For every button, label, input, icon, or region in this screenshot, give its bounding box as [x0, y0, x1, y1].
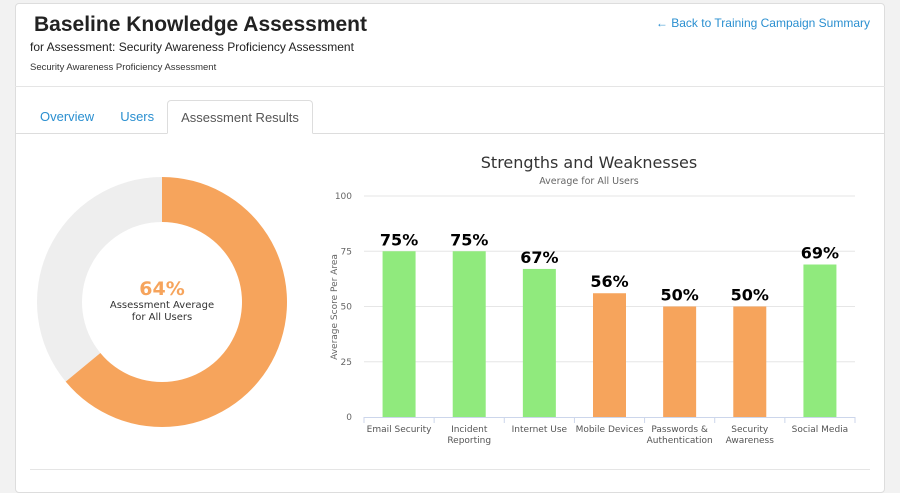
page-subtitle: for Assessment: Security Awareness Profi… [30, 40, 354, 54]
x-tick-label: Security [731, 425, 769, 435]
page-title: Baseline Knowledge Assessment [34, 13, 368, 36]
bar [663, 306, 697, 417]
divider [15, 86, 885, 87]
bar [733, 306, 767, 417]
bar-data-label: 50% [731, 286, 769, 305]
bar [803, 264, 837, 417]
x-tick-label: Reporting [447, 436, 491, 446]
y-tick-label: 50 [341, 303, 353, 313]
x-tick-label: Incident [451, 425, 488, 435]
x-tick-label: Internet Use [512, 425, 568, 435]
bar [593, 293, 626, 417]
donut-value: 64% [139, 278, 185, 300]
y-tick-label: 75 [341, 247, 352, 257]
tab-users[interactable]: Users [120, 109, 155, 124]
x-tick-label: Passwords & [651, 425, 708, 435]
tab-bar: Overview Users Assessment Results [27, 100, 313, 134]
x-tick-label: Email Security [367, 425, 432, 435]
x-tick-label: Mobile Devices [576, 425, 644, 435]
bar [452, 251, 486, 417]
bar-data-label: 67% [520, 248, 558, 267]
donut-average-segment [65, 177, 287, 428]
x-tick-label: Authentication [647, 436, 713, 446]
bar-data-label: 75% [450, 230, 488, 249]
arrow-left-icon: ← [655, 16, 668, 30]
back-to-summary-link[interactable]: ← Back to Training Campaign Summary [656, 16, 870, 30]
y-tick-label: 25 [341, 358, 352, 368]
back-link-label: Back to Training Campaign Summary [671, 16, 870, 30]
x-tick-label: Social Media [792, 425, 849, 435]
tabs-divider [15, 133, 885, 134]
chart-subtitle: Average for All Users [539, 176, 639, 187]
y-tick-label: 0 [346, 413, 352, 423]
donut-caption-line2: for All Users [131, 312, 193, 323]
bar [382, 251, 416, 417]
bar-data-label: 56% [590, 272, 628, 291]
bar-data-label: 75% [380, 230, 418, 249]
donut-caption-line1: Assessment Average [109, 300, 215, 311]
chart-title: Strengths and Weaknesses [481, 153, 697, 172]
divider [30, 469, 870, 470]
tab-overview[interactable]: Overview [40, 109, 95, 124]
tab-assessment-results[interactable]: Assessment Results [167, 100, 313, 134]
y-axis-label: Average Score Per Area [330, 254, 340, 360]
donut-remainder-segment [36, 177, 162, 382]
charts: Strengths and Weaknesses Average for All… [36, 153, 856, 446]
page-description: Security Awareness Proficiency Assessmen… [30, 62, 217, 73]
x-tick-label: Awareness [726, 436, 775, 446]
bar-data-label: 69% [801, 244, 839, 263]
bar-data-label: 50% [660, 286, 698, 305]
bar [522, 268, 556, 417]
y-tick-label: 100 [335, 192, 352, 202]
